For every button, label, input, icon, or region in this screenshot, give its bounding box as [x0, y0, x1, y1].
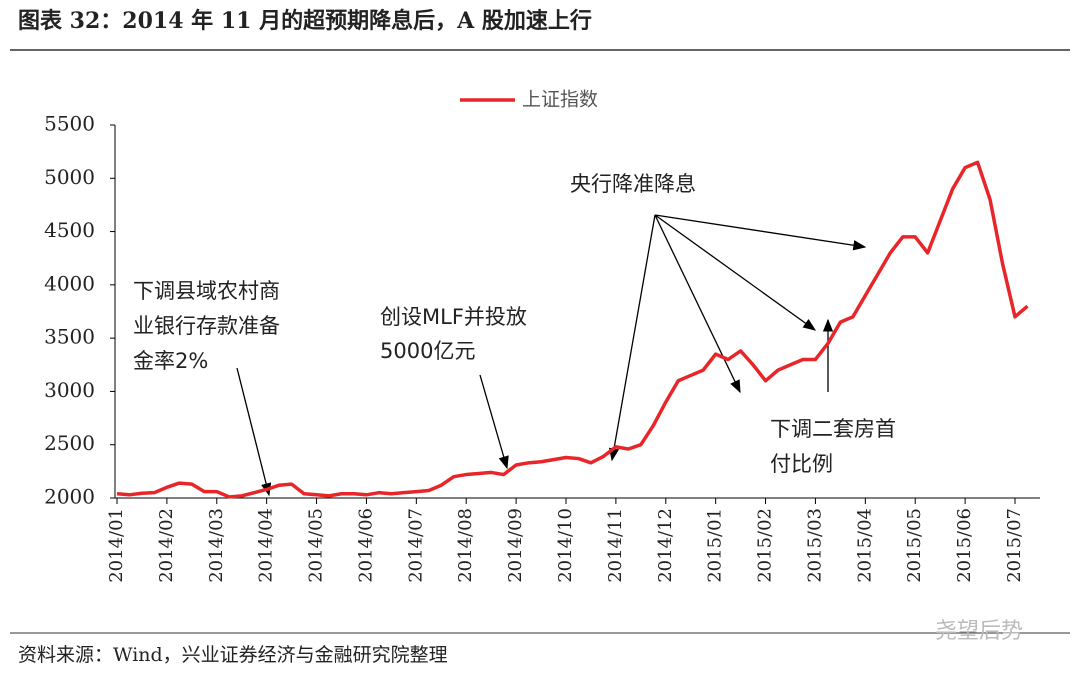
x-tick-label: 2014/02 — [156, 508, 177, 583]
x-tick-label: 2015/04 — [854, 508, 875, 583]
annotation: 5000亿元 — [380, 339, 475, 363]
y-tick-label: 2000 — [44, 485, 95, 509]
x-tick-label: 2015/07 — [1004, 508, 1025, 583]
y-tick-label: 5000 — [44, 165, 95, 189]
x-tick-label: 2015/03 — [804, 508, 825, 583]
legend-label: 上证指数 — [522, 89, 598, 111]
y-tick-label: 2500 — [44, 431, 95, 455]
x-tick-label: 2015/02 — [755, 508, 776, 583]
annotation: 付比例 — [770, 452, 833, 476]
y-tick-label: 3000 — [44, 378, 95, 402]
annotation: 创设MLF并投放 — [380, 305, 527, 329]
annotation: 央行降准降息 — [570, 172, 696, 196]
series-line — [116, 160, 1029, 499]
y-tick-label: 5500 — [44, 112, 95, 136]
x-tick-label: 2014/06 — [355, 508, 376, 583]
x-tick-label: 2015/06 — [954, 508, 975, 583]
x-tick-label: 2014/07 — [405, 508, 426, 583]
x-tick-label: 2014/09 — [505, 508, 526, 583]
x-tick-label: 2014/03 — [206, 508, 227, 583]
chart-title: 图表 32：2014 年 11 月的超预期降息后，A 股加速上行 — [18, 8, 592, 34]
arrows — [236, 214, 867, 497]
x-tick-label: 2015/05 — [904, 508, 925, 583]
x-tick-label: 2014/10 — [555, 508, 576, 583]
x-tick-label: 2015/01 — [705, 508, 726, 583]
y-tick-label: 3500 — [44, 325, 95, 349]
x-tick-label: 2014/08 — [455, 508, 476, 583]
y-tick-label: 4000 — [44, 271, 95, 295]
x-tick-label: 2014/12 — [655, 508, 676, 583]
x-tick-label: 2014/11 — [605, 508, 626, 583]
source: 资料来源：Wind，兴业证券经济与金融研究院整理 — [18, 644, 448, 666]
annotation: 下调二套房首 — [770, 417, 896, 441]
watermark: 尧望后势 — [935, 619, 1023, 644]
x-tick-label: 2014/04 — [256, 508, 277, 583]
y-tick-label: 4500 — [44, 218, 95, 242]
annotation: 金率2% — [133, 349, 208, 373]
annotation: 业银行存款准备 — [133, 314, 280, 338]
annotation: 下调县域农村商 — [133, 279, 280, 303]
x-tick-label: 2014/05 — [306, 508, 327, 583]
x-tick-label: 2014/01 — [106, 508, 127, 583]
